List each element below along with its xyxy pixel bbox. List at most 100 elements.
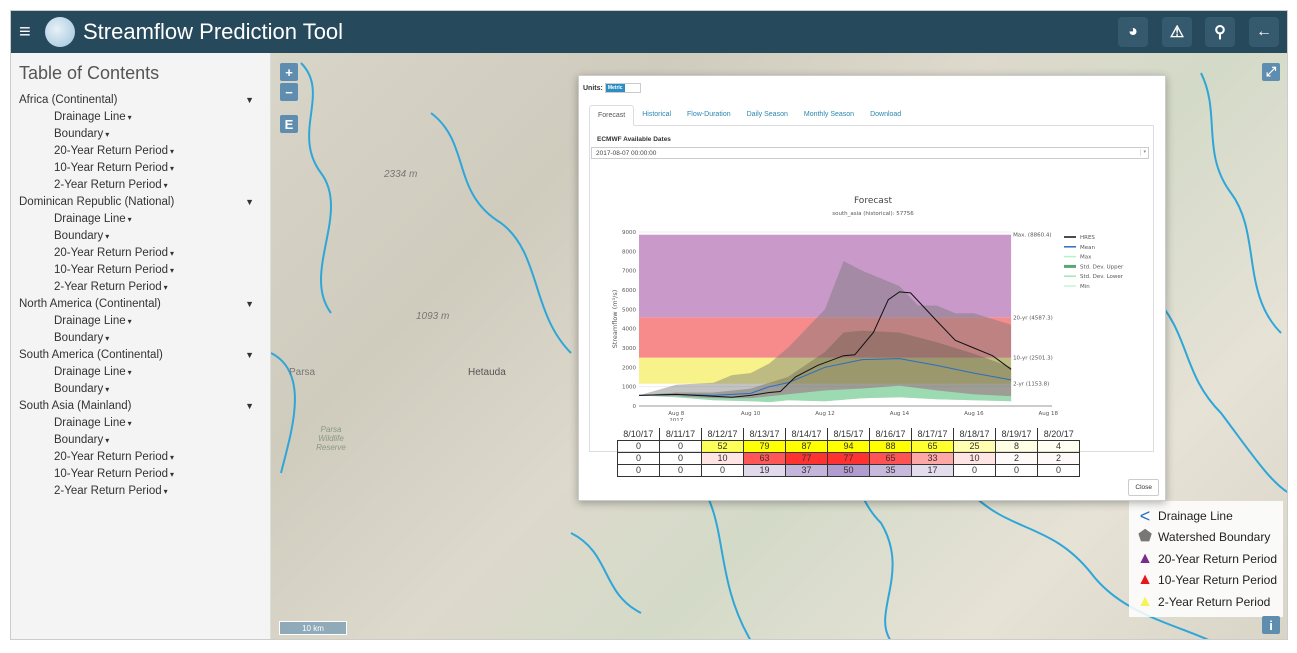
hres-line [638, 291, 1012, 398]
toc-layer[interactable]: Boundary ▾ [19, 126, 262, 143]
layer-name: 20-Year Return Period [54, 145, 169, 157]
toc-layer[interactable]: 20-Year Return Period ▾ [19, 143, 262, 160]
y-tick-label: 2000 [622, 365, 636, 371]
y-tick-label: 6000 [622, 288, 636, 294]
probability-cell: 0 [701, 463, 744, 477]
close-button[interactable]: Close [1128, 479, 1159, 496]
toc-layer[interactable]: Drainage Line ▾ [19, 313, 262, 330]
zoom-in-button[interactable]: + [280, 63, 298, 81]
tab-flow-duration[interactable]: Flow-Duration [687, 111, 731, 118]
units-toggle[interactable]: Metric [604, 83, 641, 93]
layer-name: Drainage Line [54, 417, 126, 429]
date-select[interactable]: 2017-08-07 00:00:00 ▾ [591, 147, 1149, 159]
x-tick-sublabel: 2017 [669, 418, 683, 421]
region-name: South Asia (Mainland) [19, 400, 132, 412]
chevron-down-icon[interactable]: ▼ [245, 197, 254, 207]
toc-layer[interactable]: 2-Year Return Period ▾ [19, 177, 262, 194]
toc-title: Table of Contents [19, 63, 160, 83]
toc-layer[interactable]: Boundary ▾ [19, 228, 262, 245]
date-header: 8/14/17 [785, 428, 828, 440]
legend-label: Std. Dev. Upper [1080, 264, 1124, 270]
globe-button[interactable]: ◕ [1118, 17, 1148, 47]
tab-monthly-season[interactable]: Monthly Season [803, 111, 855, 118]
probability-cell: 25 [953, 439, 996, 453]
back-button[interactable]: ← [1249, 17, 1279, 47]
layer-name: 20-Year Return Period [54, 247, 169, 259]
layer-name: Drainage Line [54, 111, 126, 123]
toc-layer[interactable]: 2-Year Return Period ▾ [19, 279, 262, 296]
toc-layer[interactable]: 20-Year Return Period ▾ [19, 449, 262, 466]
map-label: 1093 m [416, 311, 450, 322]
toc-region[interactable]: North America (Continental) ▼ [19, 296, 262, 313]
caret-down-icon: ▾ [105, 436, 110, 445]
toc-region[interactable]: South America (Continental) ▼ [19, 347, 262, 364]
table-row: 0 0 52 79 87 94 88 65 25 8 4 [617, 439, 1080, 453]
fullscreen-button[interactable]: ⤢ [1262, 63, 1280, 81]
scale-bar: 10 km [279, 621, 347, 635]
date-select-value: 2017-08-07 00:00:00 [596, 150, 657, 157]
region-name: Africa (Continental) [19, 94, 118, 106]
layer-name: Boundary [54, 230, 104, 242]
chevron-down-icon[interactable]: ▼ [245, 299, 254, 309]
tab-download[interactable]: Download [870, 111, 902, 118]
x-tick-label: Aug 12 [815, 411, 835, 417]
date-header: 8/10/17 [623, 428, 654, 439]
warning-button[interactable]: ⚠ [1162, 17, 1192, 47]
toc-layer[interactable]: Boundary ▾ [19, 381, 262, 398]
toc-layer[interactable]: Boundary ▾ [19, 330, 262, 347]
caret-down-icon: ▾ [170, 470, 175, 479]
toc-region[interactable]: South Asia (Mainland) ▼ [19, 398, 262, 415]
search-button[interactable]: ⚲ [1205, 17, 1235, 47]
zoom-out-button[interactable]: − [280, 83, 298, 101]
chevron-down-icon[interactable]: ▼ [245, 401, 254, 411]
toc-region[interactable]: Africa (Continental) ▼ [19, 92, 262, 109]
probability-cell: 88 [869, 439, 912, 453]
info-button[interactable]: i [1262, 616, 1280, 634]
return-period-band [639, 317, 1012, 358]
toc-layer[interactable]: 10-Year Return Period ▾ [19, 160, 262, 177]
probability-cell: 4 [1037, 439, 1080, 453]
probability-cell: 0 [1037, 463, 1080, 477]
tab-historical[interactable]: Historical [642, 111, 672, 118]
toc-layer[interactable]: Drainage Line ▾ [19, 415, 262, 432]
toc-layer[interactable]: 2-Year Return Period ▾ [19, 483, 262, 500]
toc-region[interactable]: Dominican Republic (National) ▼ [19, 194, 262, 211]
toc-layer[interactable]: Drainage Line ▾ [19, 364, 262, 381]
toc-layer[interactable]: Drainage Line ▾ [19, 211, 262, 228]
legend-label: HRES [1080, 235, 1095, 241]
dates-label: ECMWF Available Dates [597, 136, 671, 143]
date-header: 8/13/17 [743, 428, 786, 440]
x-tick-label: Aug 8 [668, 411, 684, 417]
toc-layer[interactable]: Drainage Line ▾ [19, 109, 262, 126]
tab-forecast[interactable]: Forecast [589, 105, 635, 126]
menu-icon[interactable]: ≡ [19, 20, 31, 43]
tab-daily-season[interactable]: Daily Season [746, 111, 788, 118]
chevron-down-icon[interactable]: ▼ [245, 350, 254, 360]
units-value: Metric [605, 84, 625, 92]
extent-button[interactable]: E [280, 115, 298, 133]
caret-down-icon: ▾ [105, 334, 110, 343]
warning-icon: ⚠ [1169, 24, 1185, 41]
chevron-down-icon: ▾ [1140, 149, 1146, 156]
layer-name: Boundary [54, 332, 104, 344]
toc-layer[interactable]: 10-Year Return Period ▾ [19, 262, 262, 279]
sidebar: Table of Contents Africa (Continental) ▼ D… [11, 53, 271, 639]
toc-layer[interactable]: Boundary ▾ [19, 432, 262, 449]
return-period-label: 20-yr (4587.3) [1013, 315, 1053, 321]
legend-label: Mean [1080, 245, 1095, 251]
probability-cell: 0 [617, 451, 660, 465]
y-tick-label: 9000 [622, 230, 636, 236]
caret-down-icon: ▾ [127, 113, 132, 122]
caret-down-icon: ▾ [163, 283, 168, 292]
x-tick-label: Aug 14 [890, 411, 910, 417]
toc-layer[interactable]: 10-Year Return Period ▾ [19, 466, 262, 483]
probability-cell: 0 [995, 463, 1038, 477]
toc-layer[interactable]: 20-Year Return Period ▾ [19, 245, 262, 262]
app-window: ≡ Streamflow Prediction Tool ◕ ⚠ ⚲ ← Tab… [10, 10, 1288, 640]
app-logo [45, 17, 75, 47]
watershed-icon: ⬟ [1138, 528, 1152, 546]
chevron-down-icon[interactable]: ▼ [245, 95, 254, 105]
probability-cell: 8 [995, 439, 1038, 453]
probability-cell: 0 [953, 463, 996, 477]
forecast-chart[interactable]: Forecast south_asia (historical): 57756 0 1… [579, 76, 1167, 421]
